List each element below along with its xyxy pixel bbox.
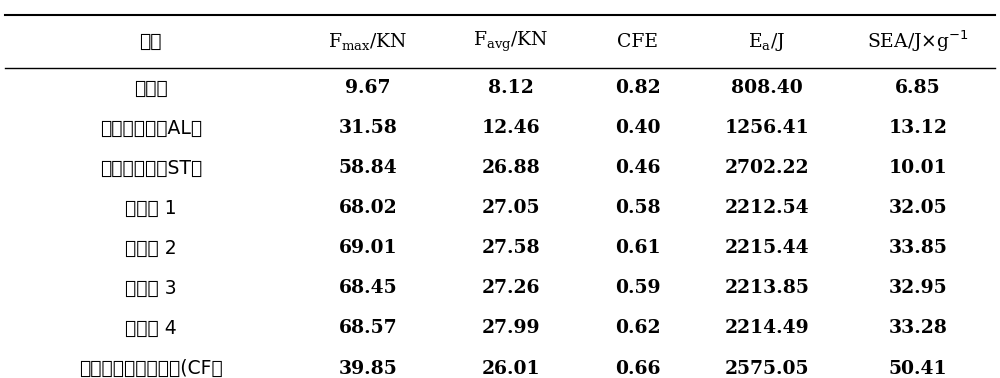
Text: 68.02: 68.02: [339, 199, 397, 217]
Text: 50.41: 50.41: [889, 359, 947, 378]
Text: 2212.54: 2212.54: [724, 199, 809, 217]
Text: $\mathregular{F_{avg}}$/KN: $\mathregular{F_{avg}}$/KN: [473, 29, 549, 54]
Text: 泡沫铝: 泡沫铝: [134, 79, 168, 98]
Text: 68.45: 68.45: [339, 279, 397, 297]
Text: 27.99: 27.99: [482, 319, 540, 338]
Text: 1256.41: 1256.41: [724, 119, 809, 137]
Text: 2575.05: 2575.05: [724, 359, 809, 378]
Text: 58.84: 58.84: [339, 159, 397, 177]
Text: CFE: CFE: [617, 33, 658, 51]
Text: 0.61: 0.61: [615, 239, 660, 257]
Text: 2213.85: 2213.85: [724, 279, 809, 297]
Text: 薄壁锢圆管（ST）: 薄壁锢圆管（ST）: [100, 159, 202, 178]
Text: 32.95: 32.95: [889, 279, 947, 297]
Text: 9.67: 9.67: [345, 79, 391, 97]
Text: 薄壁铝圆管（AL）: 薄壁铝圆管（AL）: [100, 119, 202, 138]
Text: 10.01: 10.01: [889, 159, 947, 177]
Text: 69.01: 69.01: [339, 239, 397, 257]
Text: 13.12: 13.12: [889, 119, 947, 137]
Text: 808.40: 808.40: [731, 79, 803, 97]
Text: 27.05: 27.05: [482, 199, 540, 217]
Text: 26.01: 26.01: [482, 359, 540, 378]
Text: 实施例 3: 实施例 3: [125, 279, 177, 298]
Text: 31.58: 31.58: [339, 119, 397, 137]
Text: $\mathregular{E_a}$/J: $\mathregular{E_a}$/J: [748, 31, 785, 53]
Text: 0.40: 0.40: [615, 119, 660, 137]
Text: 27.26: 27.26: [482, 279, 540, 297]
Text: 33.28: 33.28: [889, 319, 947, 338]
Text: 12.46: 12.46: [482, 119, 540, 137]
Text: 2214.49: 2214.49: [724, 319, 809, 338]
Text: 0.46: 0.46: [615, 159, 660, 177]
Text: 6.85: 6.85: [895, 79, 941, 97]
Text: 实施例 2: 实施例 2: [125, 239, 177, 258]
Text: 26.88: 26.88: [482, 159, 540, 177]
Text: 2215.44: 2215.44: [724, 239, 809, 257]
Text: 33.85: 33.85: [889, 239, 947, 257]
Text: 2702.22: 2702.22: [724, 159, 809, 177]
Text: 8.12: 8.12: [488, 79, 534, 97]
Text: 0.62: 0.62: [615, 319, 660, 338]
Text: 32.05: 32.05: [889, 199, 947, 217]
Text: 实施例 4: 实施例 4: [125, 319, 177, 338]
Text: 0.66: 0.66: [615, 359, 660, 378]
Text: SEA/J$\times$g$^{-1}$: SEA/J$\times$g$^{-1}$: [867, 29, 969, 54]
Text: 0.82: 0.82: [615, 79, 660, 97]
Text: 实施例 1: 实施例 1: [125, 199, 177, 218]
Text: 材料: 材料: [140, 32, 162, 51]
Text: 0.59: 0.59: [615, 279, 660, 297]
Text: $\mathregular{F_{max}}$/KN: $\mathregular{F_{max}}$/KN: [328, 31, 408, 52]
Text: 薄壁碳纤维增强圆管(CF）: 薄壁碳纤维增强圆管(CF）: [79, 359, 223, 378]
Text: 27.58: 27.58: [482, 239, 540, 257]
Text: 0.58: 0.58: [615, 199, 660, 217]
Text: 39.85: 39.85: [339, 359, 397, 378]
Text: 68.57: 68.57: [339, 319, 397, 338]
